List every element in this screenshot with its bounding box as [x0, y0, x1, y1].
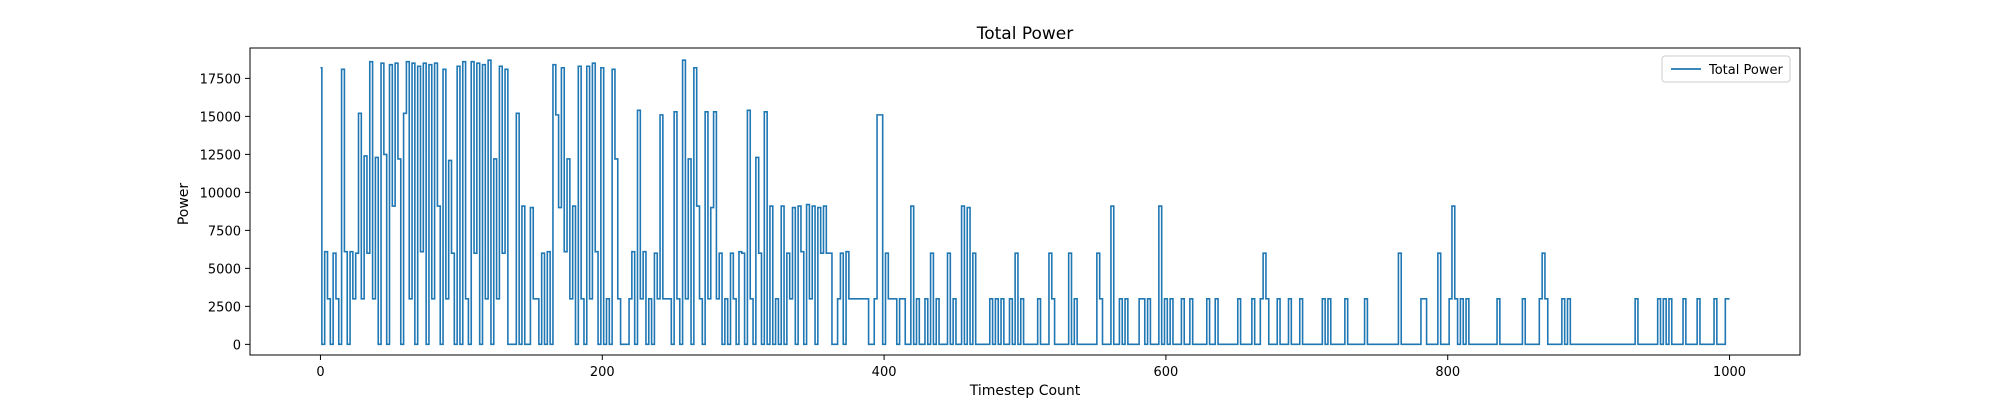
legend: Total Power [1661, 55, 1791, 83]
x-tick-label: 600 [1153, 365, 1178, 380]
x-tick-label: 1000 [1713, 365, 1746, 380]
legend-label: Total Power [1708, 63, 1783, 78]
y-axis-label: Power [176, 183, 192, 226]
series-line-total-power [320, 59, 1730, 346]
x-tick-label: 200 [590, 365, 615, 380]
legend-box [1661, 55, 1791, 83]
x-axis-label: Timestep Count [969, 383, 1081, 399]
x-tick-label: 800 [1435, 365, 1460, 380]
plot-area [320, 59, 1730, 346]
axes-frame [249, 47, 1801, 356]
y-tick-label: 12500 [200, 148, 241, 163]
chart-title: Total Power [976, 24, 1074, 44]
y-axis: 0 2500 5000 7500 10000 12500 15000 17500 [200, 72, 250, 353]
y-tick-label: 0 [233, 338, 241, 353]
y-tick-label: 15000 [200, 110, 241, 125]
y-tick-label: 7500 [208, 224, 241, 239]
y-tick-label: 10000 [200, 186, 241, 201]
x-axis: 0 200 400 600 800 1000 [316, 355, 1746, 380]
y-tick-label: 5000 [208, 262, 241, 277]
x-tick-label: 400 [872, 365, 897, 380]
y-tick-label: 17500 [200, 72, 241, 87]
x-tick-label: 0 [316, 365, 324, 380]
y-tick-label: 2500 [208, 300, 241, 315]
